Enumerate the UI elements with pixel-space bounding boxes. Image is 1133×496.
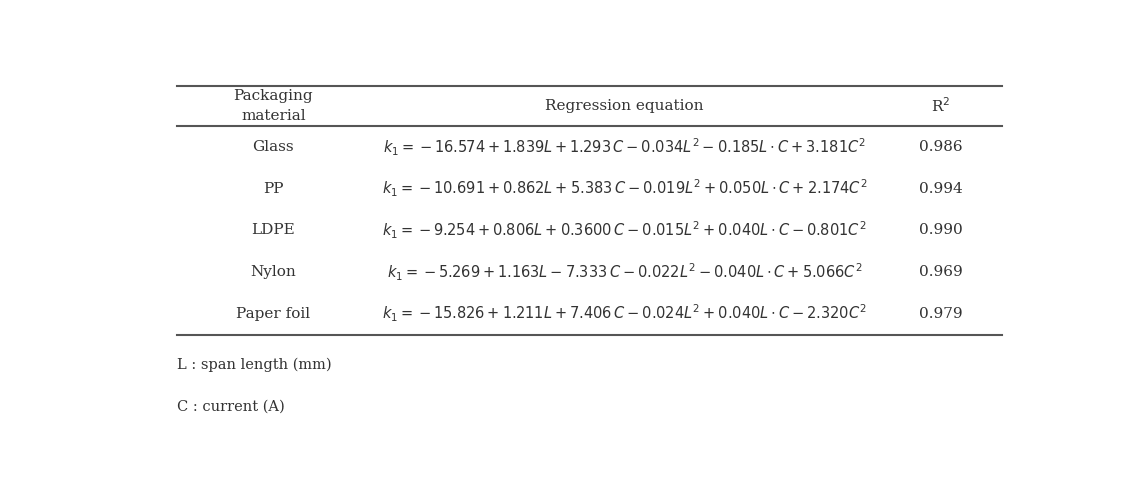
Text: 0.969: 0.969 [919, 265, 963, 279]
Text: Packaging
material: Packaging material [233, 89, 313, 124]
Text: R$^2$: R$^2$ [931, 97, 951, 116]
Text: PP: PP [263, 182, 283, 195]
Text: Regression equation: Regression equation [545, 99, 704, 113]
Text: Nylon: Nylon [250, 265, 296, 279]
Text: 0.990: 0.990 [919, 223, 963, 237]
Text: 0.986: 0.986 [919, 140, 963, 154]
Text: C : current (A): C : current (A) [177, 399, 284, 414]
Text: $k_1=-9.254+0.806L+0.3600\,C-0.015L^2+0.040L\cdot C-0.801C^2$: $k_1=-9.254+0.806L+0.3600\,C-0.015L^2+0.… [382, 220, 867, 241]
Text: Glass: Glass [253, 140, 295, 154]
Text: L : span length (mm): L : span length (mm) [177, 358, 331, 372]
Text: $k_1=-16.574+1.839L+1.293\,C-0.034L^2-0.185L\cdot C+3.181C^2$: $k_1=-16.574+1.839L+1.293\,C-0.034L^2-0.… [383, 136, 866, 158]
Text: 0.979: 0.979 [919, 307, 963, 320]
Text: $k_1=-5.269+1.163L-7.333\,C-0.022L^2-0.040L\cdot C+5.066C^2$: $k_1=-5.269+1.163L-7.333\,C-0.022L^2-0.0… [386, 261, 862, 283]
Text: $k_1=-10.691+0.862L+5.383\,C-0.019L^2+0.050L\cdot C+2.174C^2$: $k_1=-10.691+0.862L+5.383\,C-0.019L^2+0.… [382, 178, 868, 199]
Text: 0.994: 0.994 [919, 182, 963, 195]
Text: LDPE: LDPE [252, 223, 296, 237]
Text: Paper foil: Paper foil [237, 307, 310, 320]
Text: $k_1=-15.826+1.211L+7.406\,C-0.024L^2+0.040L\cdot C-2.320C^2$: $k_1=-15.826+1.211L+7.406\,C-0.024L^2+0.… [382, 303, 867, 324]
